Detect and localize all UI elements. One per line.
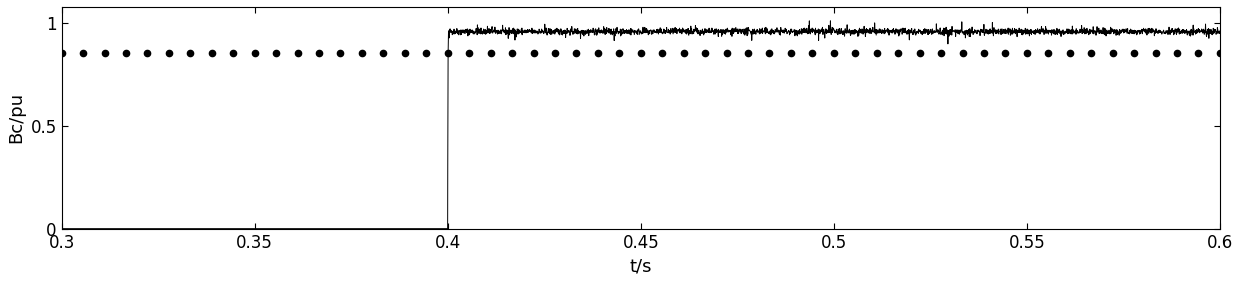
Y-axis label: Bc/pu: Bc/pu — [7, 92, 25, 143]
X-axis label: t/s: t/s — [630, 257, 652, 275]
